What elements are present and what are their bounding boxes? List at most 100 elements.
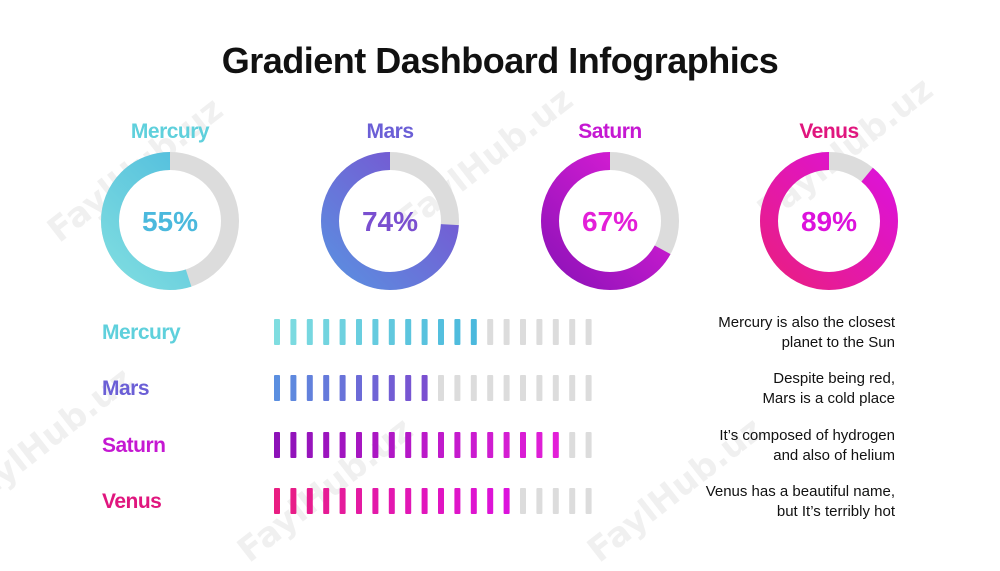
bar-segment-empty (536, 375, 543, 401)
bar-segment-filled (470, 488, 477, 514)
bar-segment-empty (569, 319, 576, 345)
description-line: and also of helium (773, 447, 895, 464)
bar-segment-empty (503, 319, 510, 345)
bar-segment-filled (356, 488, 362, 514)
bar-segment-filled (290, 319, 297, 345)
bar-segment-empty (536, 488, 543, 514)
description: Despite being red, Mars is a cold place (595, 369, 895, 409)
bar-segment-empty (470, 375, 477, 401)
donut-arc (321, 152, 459, 290)
bar-segment-filled (356, 375, 362, 401)
description: It’s composed of hydrogen and also of he… (595, 426, 895, 466)
donut-ring: 55% (101, 152, 239, 290)
bar-segment-filled (438, 488, 444, 514)
description-line: Despite being red, (773, 370, 895, 387)
bar-segment-filled (454, 319, 461, 345)
bar-segment-filled (356, 319, 362, 345)
bar-segment-empty (585, 488, 592, 514)
donut-label: Mars (366, 120, 414, 143)
bar-segment-filled (470, 319, 477, 345)
bar-segment-filled (421, 319, 428, 345)
bar-segment-filled (503, 488, 510, 514)
donut-value-label: 89% (801, 206, 857, 237)
bar-segment-filled (339, 319, 346, 345)
segmented-bar (274, 488, 592, 514)
bar-segment-filled (323, 432, 330, 458)
bar-segment-filled (487, 488, 494, 514)
bar-segment-filled (339, 375, 346, 401)
segmented-bar (274, 375, 592, 401)
bar-segment-filled (372, 432, 379, 458)
bar-segment-empty (520, 488, 526, 514)
bar-segment-filled (438, 319, 444, 345)
donut-value-label: 55% (142, 206, 198, 237)
donut-value-label: 74% (362, 206, 418, 237)
bar-segment-empty (552, 488, 559, 514)
bar-segment-empty (487, 375, 494, 401)
bar-segment-filled (274, 375, 280, 401)
donut-label: Saturn (578, 120, 642, 143)
bar-label: Venus (102, 490, 162, 513)
bar-segment-filled (421, 375, 428, 401)
bar-segment-empty (536, 319, 543, 345)
donut-arc (101, 152, 239, 290)
bar-segment-filled (421, 488, 428, 514)
donut-arc (760, 152, 898, 290)
bar-segment-empty (569, 375, 576, 401)
bar-segment-filled (274, 488, 280, 514)
bar-segment-filled (339, 488, 346, 514)
bar-segment-empty (520, 319, 526, 345)
bar-segment-filled (388, 319, 395, 345)
donut-label: Mercury (130, 120, 210, 143)
description-line: Mercury is also the closest (718, 314, 895, 331)
bar-segment-filled (306, 488, 313, 514)
bar-label: Mercury (102, 321, 181, 344)
bar-segment-filled (388, 375, 395, 401)
bar-label: Saturn (102, 434, 166, 457)
bar-segment-empty (503, 375, 510, 401)
donut-arc (541, 152, 679, 290)
donut-ring: 89% (760, 152, 898, 290)
bar-segment-filled (388, 432, 395, 458)
bar-segment-filled (356, 432, 362, 458)
segmented-bar (274, 319, 592, 345)
bar-segment-empty (585, 432, 592, 458)
bar-segment-empty (487, 319, 494, 345)
bar-label: Mars (102, 377, 150, 400)
segmented-bar (274, 432, 592, 458)
bar-segment-filled (405, 375, 412, 401)
bar-segment-filled (454, 432, 461, 458)
donut-value-label: 67% (582, 206, 638, 237)
bar-segment-filled (405, 432, 412, 458)
bar-segment-empty (520, 375, 526, 401)
description: Venus has a beautiful name, but It’s ter… (595, 482, 895, 522)
bar-segment-empty (552, 319, 559, 345)
bar-segment-filled (372, 488, 379, 514)
bar-segment-filled (503, 432, 510, 458)
description: Mercury is also the closest planet to th… (595, 313, 895, 353)
description-line: planet to the Sun (781, 334, 895, 351)
bar-segment-filled (520, 432, 526, 458)
bar-segment-filled (438, 432, 444, 458)
bar-segment-empty (585, 319, 592, 345)
description-line: but It’s terribly hot (776, 503, 895, 520)
bar-segment-filled (470, 432, 477, 458)
bar-segment-filled (306, 432, 313, 458)
bar-segment-empty (569, 488, 576, 514)
bar-segment-filled (290, 488, 297, 514)
bar-segment-filled (323, 319, 330, 345)
bar-segment-filled (290, 375, 297, 401)
bar-segment-filled (487, 432, 494, 458)
bar-segment-filled (421, 432, 428, 458)
description-line: It’s composed of hydrogen (719, 427, 895, 444)
bar-segment-filled (536, 432, 543, 458)
bar-segment-filled (454, 488, 461, 514)
bar-segment-filled (388, 488, 395, 514)
donut-ring: 74% (321, 152, 459, 290)
bar-segment-filled (274, 432, 280, 458)
page-title: Gradient Dashboard Infographics (221, 40, 779, 81)
bar-segment-filled (323, 375, 330, 401)
bar-segment-filled (306, 375, 313, 401)
description-line: Venus has a beautiful name, (705, 483, 895, 500)
bar-segment-filled (274, 319, 280, 345)
